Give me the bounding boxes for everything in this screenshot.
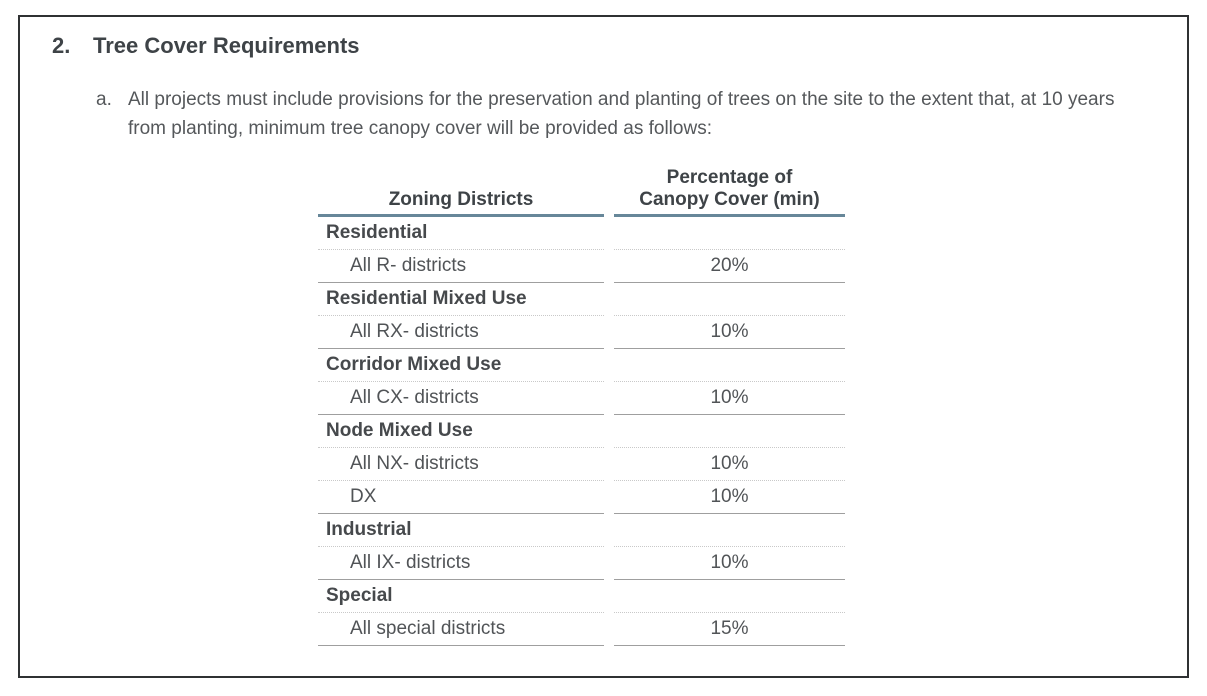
column-header-zoning-districts: Zoning Districts (318, 167, 604, 217)
zoning-table: Zoning Districts Percentage of Canopy Co… (318, 167, 845, 646)
section-number: 2. (52, 33, 71, 58)
category-row-corridor-mixed-use: Corridor Mixed Use (318, 349, 845, 382)
district-cell: All special districts (318, 613, 604, 646)
category-value-cell (614, 283, 845, 316)
category-label: Node Mixed Use (318, 415, 604, 448)
list-item-marker: a. (96, 89, 112, 110)
column-header-line2: Canopy Cover (min) (639, 189, 820, 210)
district-cell: All NX- districts (318, 448, 604, 481)
column-header-line1: Percentage of (666, 167, 793, 188)
document-page-frame: 2. Tree Cover Requirements a. All projec… (18, 15, 1189, 678)
table-row: DX 10% (318, 481, 845, 514)
column-header-canopy-cover: Percentage of Canopy Cover (min) (614, 167, 845, 217)
value-cell: 10% (614, 481, 845, 514)
value-cell: 10% (614, 382, 845, 415)
district-cell: All CX- districts (318, 382, 604, 415)
category-label: Residential (318, 217, 604, 250)
value-cell: 10% (614, 316, 845, 349)
category-value-cell (614, 514, 845, 547)
category-row-industrial: Industrial (318, 514, 845, 547)
section-title: Tree Cover Requirements (93, 33, 360, 58)
category-value-cell (614, 580, 845, 613)
table-row: All R- districts 20% (318, 250, 845, 283)
category-row-residential-mixed-use: Residential Mixed Use (318, 283, 845, 316)
table-row: All CX- districts 10% (318, 382, 845, 415)
table-row: All NX- districts 10% (318, 448, 845, 481)
list-item-a: a. All projects must include provisions … (96, 85, 1187, 143)
category-label: Residential Mixed Use (318, 283, 604, 316)
value-cell: 10% (614, 448, 845, 481)
district-cell: All RX- districts (318, 316, 604, 349)
table-row: All RX- districts 10% (318, 316, 845, 349)
category-label: Industrial (318, 514, 604, 547)
district-cell: DX (318, 481, 604, 514)
value-cell: 20% (614, 250, 845, 283)
category-value-cell (614, 415, 845, 448)
category-label: Corridor Mixed Use (318, 349, 604, 382)
category-row-special: Special (318, 580, 845, 613)
table-row: All IX- districts 10% (318, 547, 845, 580)
paragraph-text: All projects must include provisions for… (128, 89, 1115, 139)
section-heading: 2. Tree Cover Requirements (52, 32, 1187, 60)
category-value-cell (614, 349, 845, 382)
category-row-residential: Residential (318, 217, 845, 250)
district-cell: All IX- districts (318, 547, 604, 580)
category-value-cell (614, 217, 845, 250)
value-cell: 15% (614, 613, 845, 646)
category-label: Special (318, 580, 604, 613)
value-cell: 10% (614, 547, 845, 580)
table-header-row: Zoning Districts Percentage of Canopy Co… (318, 167, 845, 217)
category-row-node-mixed-use: Node Mixed Use (318, 415, 845, 448)
table-row: All special districts 15% (318, 613, 845, 646)
district-cell: All R- districts (318, 250, 604, 283)
